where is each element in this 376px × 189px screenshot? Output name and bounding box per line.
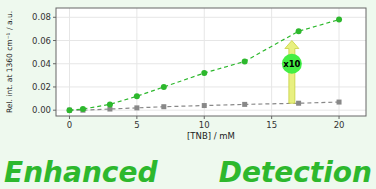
tick-label: 0.06 <box>32 36 51 46</box>
annotation-text: x10 <box>283 59 300 69</box>
series-point <box>242 58 248 64</box>
grid-line <box>56 86 366 87</box>
series-point <box>80 106 86 112</box>
series-point <box>202 103 207 108</box>
series-point <box>134 93 140 99</box>
headline-text: Detection <box>219 156 372 189</box>
headline-text: Enhanced <box>4 156 158 189</box>
tick-label: 0.00 <box>32 105 51 115</box>
annotation-circle <box>282 54 302 74</box>
series-point <box>201 70 207 76</box>
series-point <box>66 107 72 113</box>
y-axis-label: Rel. int. at 1360 cm⁻¹ / a.u. <box>5 11 14 113</box>
chart: 0.00 0.02 0.04 0.06 0.08 0 5 10 15 20 [TNB] / mM Re… <box>0 0 376 189</box>
tick-label: 0.02 <box>32 82 51 92</box>
series-point <box>296 28 302 34</box>
grid-line <box>56 63 366 64</box>
series-point <box>161 104 166 109</box>
series-point <box>296 101 301 106</box>
grid-line <box>56 17 366 18</box>
tick-label: 0.08 <box>32 12 51 22</box>
tick-label: 5 <box>134 120 139 130</box>
tick-label: 0 <box>67 120 72 130</box>
grid-line <box>271 8 272 116</box>
tick-label: 20 <box>334 120 345 130</box>
plot-area <box>56 8 366 116</box>
tick-label: 15 <box>266 120 277 130</box>
series-point <box>134 105 139 110</box>
plot-frame <box>56 8 366 116</box>
x-axis-label: [TNB] / mM <box>187 131 235 141</box>
tick-label: 10 <box>199 120 210 130</box>
grid-line <box>69 8 70 116</box>
series-point <box>242 102 247 107</box>
series-point <box>337 100 342 105</box>
grid-line <box>56 110 366 111</box>
grid-line <box>204 8 205 116</box>
series-line <box>69 20 339 111</box>
series-point <box>336 17 342 23</box>
tick-label: 0.04 <box>32 59 51 69</box>
series-point <box>107 101 113 107</box>
grid-line <box>136 8 137 116</box>
series-point <box>67 108 72 113</box>
grid-line <box>56 40 366 41</box>
series-group <box>66 17 342 114</box>
series-point <box>161 84 167 90</box>
